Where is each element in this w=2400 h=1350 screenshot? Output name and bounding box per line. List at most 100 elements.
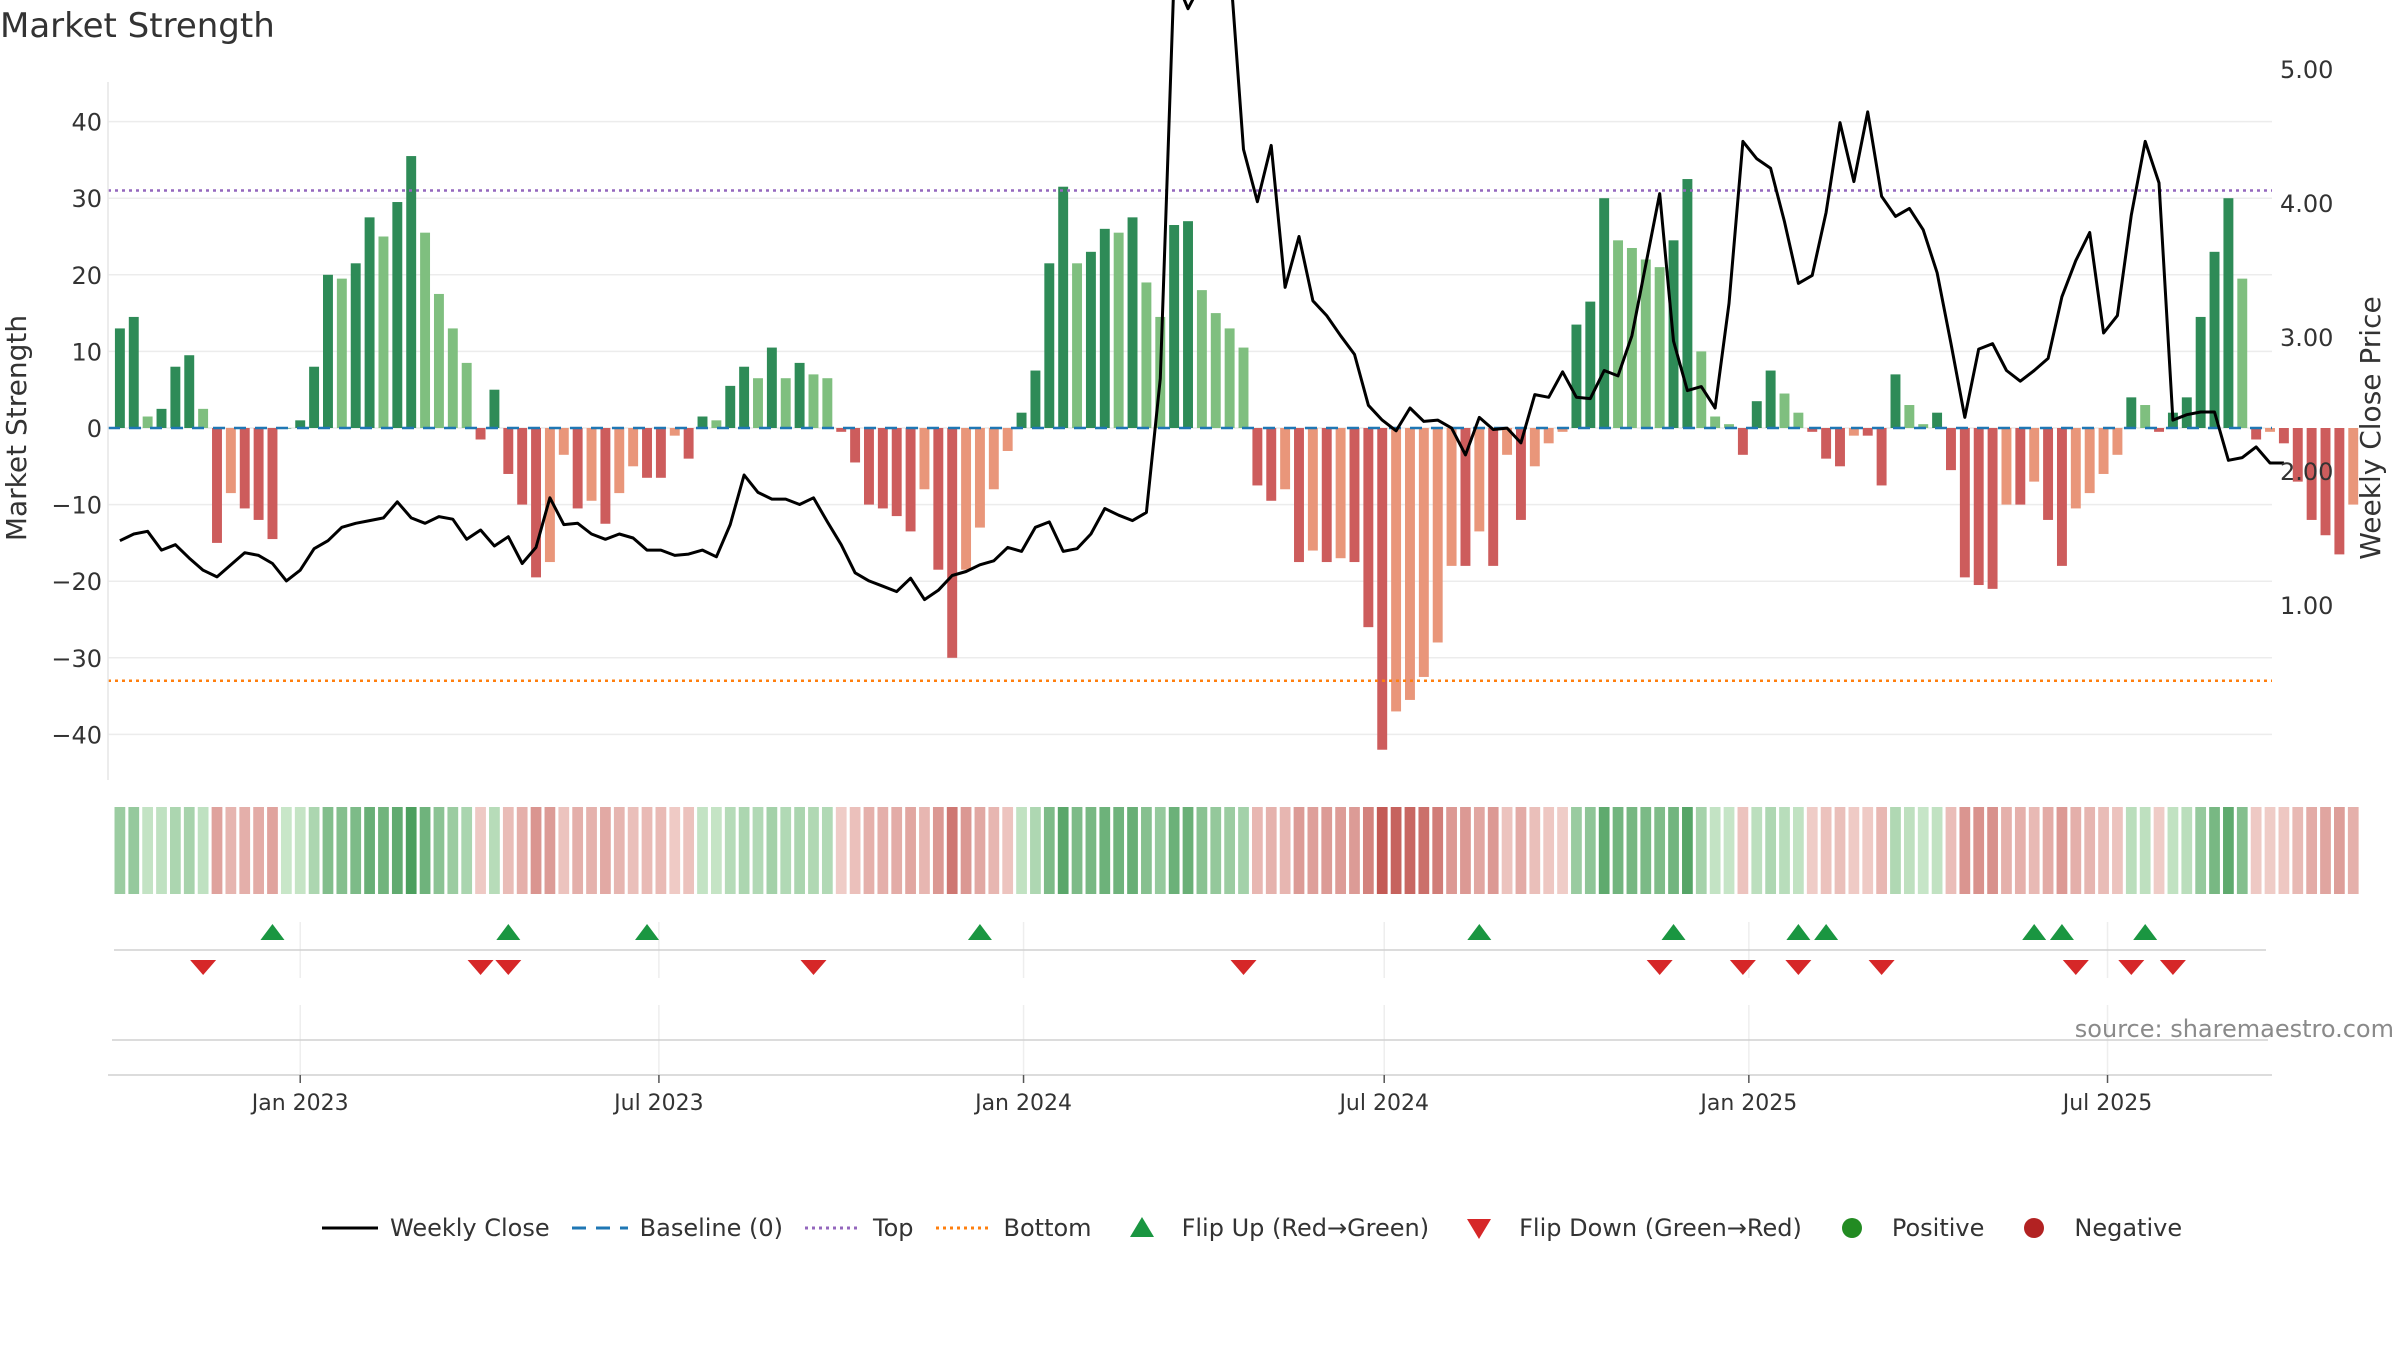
heat-cell bbox=[1765, 807, 1777, 894]
flip-down-marker bbox=[190, 960, 217, 975]
strength-bar bbox=[822, 378, 833, 428]
heat-cell bbox=[1030, 807, 1041, 894]
strength-bar bbox=[1266, 428, 1277, 501]
strength-bar bbox=[808, 374, 819, 428]
strength-bar bbox=[988, 428, 999, 490]
flip-down-marker bbox=[1868, 960, 1895, 975]
strength-bar bbox=[1502, 428, 1513, 455]
heat-cell bbox=[1612, 807, 1624, 894]
strength-bar bbox=[1640, 259, 1651, 428]
heat-cell bbox=[1848, 807, 1860, 894]
strength-bar bbox=[2154, 428, 2165, 432]
heat-cell bbox=[1224, 807, 1236, 894]
heat-cell bbox=[1196, 807, 1208, 894]
strength-bar bbox=[1224, 328, 1235, 428]
heat-cell bbox=[1099, 807, 1111, 894]
strength-bar bbox=[114, 328, 125, 428]
heat-cell bbox=[294, 807, 306, 894]
strength-bar bbox=[1835, 428, 1845, 467]
y-tick-label: 40 bbox=[71, 109, 102, 137]
flip-down-marker bbox=[467, 960, 494, 975]
strength-bar bbox=[794, 362, 805, 428]
strength-bar bbox=[2181, 397, 2192, 428]
strength-bar bbox=[350, 263, 361, 428]
heat-cell bbox=[1779, 807, 1790, 894]
strength-bar bbox=[933, 428, 944, 570]
heat-cell bbox=[280, 807, 292, 894]
strength-bar bbox=[1529, 428, 1540, 467]
legend-weekly-close: Weekly Close bbox=[320, 1213, 550, 1243]
heat-cell bbox=[1418, 807, 1430, 894]
heat-cell bbox=[1584, 807, 1596, 894]
strength-bar bbox=[461, 362, 472, 428]
flip-up-marker bbox=[1467, 924, 1492, 940]
heat-cell bbox=[558, 807, 570, 894]
heat-cell bbox=[1446, 807, 1457, 894]
strength-bar bbox=[974, 428, 985, 528]
strength-bar bbox=[212, 428, 222, 543]
y-tick-label: −20 bbox=[51, 568, 102, 596]
strength-bar bbox=[2112, 428, 2123, 455]
heat-cell bbox=[1293, 807, 1305, 894]
flip-up-marker bbox=[260, 924, 285, 940]
heat-cell bbox=[808, 807, 819, 894]
heat-cell bbox=[1668, 807, 1679, 894]
heat-cell bbox=[2125, 807, 2137, 894]
heat-cell bbox=[766, 807, 778, 894]
heat-cell bbox=[655, 807, 667, 894]
strength-bar bbox=[1058, 186, 1069, 428]
heat-cell bbox=[322, 807, 334, 894]
heat-cell bbox=[1793, 807, 1804, 894]
strength-bar bbox=[1515, 428, 1526, 520]
heat-cell bbox=[1876, 807, 1887, 894]
strength-bar bbox=[864, 428, 874, 505]
strength-bar bbox=[1904, 405, 1915, 428]
strength-bar bbox=[295, 420, 306, 428]
legend-baseline: Baseline (0) bbox=[570, 1213, 783, 1243]
y-tick-label: 10 bbox=[71, 338, 102, 366]
x-axis: Jan 2023 Jul 2023 Jan 2024 Jul 2024 Jan 2025… bbox=[108, 1005, 2272, 1116]
strength-bar bbox=[2001, 428, 2012, 505]
heat-cell bbox=[433, 807, 445, 894]
strength-bar bbox=[1543, 428, 1554, 444]
strength-bar bbox=[170, 366, 181, 428]
legend-positive: Positive bbox=[1822, 1213, 1984, 1243]
strength-bar bbox=[1432, 428, 1443, 643]
legend-negative: Negative bbox=[2004, 1213, 2182, 1243]
heat-cell bbox=[2278, 807, 2290, 894]
y-axis-label: Market Strength bbox=[0, 315, 33, 541]
strength-bar bbox=[1030, 370, 1041, 428]
heat-cell bbox=[821, 807, 833, 894]
heat-cell bbox=[2195, 807, 2207, 894]
strength-bar bbox=[766, 347, 777, 428]
heat-cell bbox=[1834, 807, 1846, 894]
strength-bar bbox=[1654, 267, 1665, 428]
strength-bar bbox=[531, 428, 542, 578]
strength-bar bbox=[364, 217, 375, 428]
x-tick-label: Jan 2023 bbox=[250, 1091, 349, 1116]
heat-cell bbox=[1279, 807, 1291, 894]
heat-cell bbox=[1252, 807, 1263, 894]
x-tick-label: Jul 2025 bbox=[2061, 1091, 2153, 1116]
heat-cell bbox=[1945, 807, 1957, 894]
flip-markers bbox=[114, 922, 2266, 978]
heat-cell bbox=[738, 807, 750, 894]
strength-bar bbox=[239, 428, 250, 509]
strength-bar bbox=[780, 378, 791, 428]
source-label: source: sharemaestro.com bbox=[2074, 1015, 2394, 1043]
heat-cell bbox=[724, 807, 736, 894]
y2-tick-label: 4.00 bbox=[2280, 190, 2333, 218]
heat-cell bbox=[1654, 807, 1666, 894]
strength-bar bbox=[683, 428, 694, 459]
heatmap-strip bbox=[114, 807, 2359, 894]
flip-down-marker bbox=[495, 960, 522, 975]
heat-cell bbox=[1487, 807, 1499, 894]
strength-bar bbox=[1127, 217, 1138, 428]
heat-cell bbox=[461, 807, 473, 894]
heat-cell bbox=[1085, 807, 1097, 894]
heat-cell bbox=[2167, 807, 2179, 894]
heat-cell bbox=[2347, 807, 2359, 894]
strength-bar bbox=[1405, 428, 1415, 700]
strength-bar bbox=[891, 428, 902, 517]
heat-cell bbox=[419, 807, 431, 894]
